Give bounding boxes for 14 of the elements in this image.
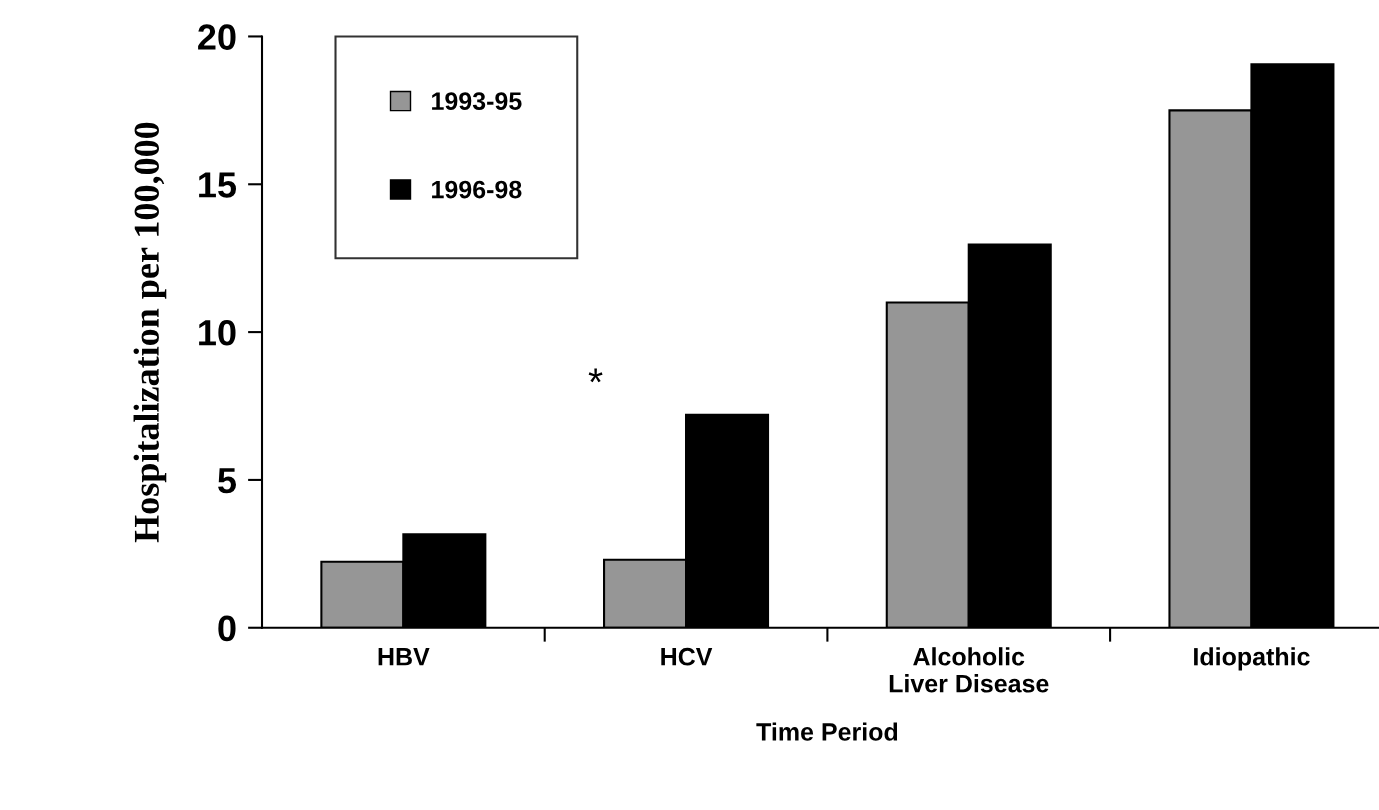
annotation: *: [588, 368, 603, 383]
y-tick-label: 10: [199, 319, 236, 346]
y-tick-label: 20: [198, 24, 236, 50]
y-axis-title: Hospitalization per 100,000: [133, 122, 167, 543]
y-tick-label: 5: [218, 468, 237, 494]
legend-label: 1993-95: [432, 92, 522, 110]
y-tick-label: 0: [218, 615, 236, 642]
x-tick-label: HBV: [378, 648, 430, 666]
x-axis-title: Time Period: [756, 722, 898, 741]
y-tick-label: 15: [199, 172, 237, 198]
x-tick-label: HCV: [661, 647, 713, 666]
legend-label: 1996-98: [432, 180, 522, 199]
x-tick-label: Alcoholic Liver Disease: [889, 647, 1049, 693]
x-tick-label: Idiopathic: [1194, 647, 1310, 671]
